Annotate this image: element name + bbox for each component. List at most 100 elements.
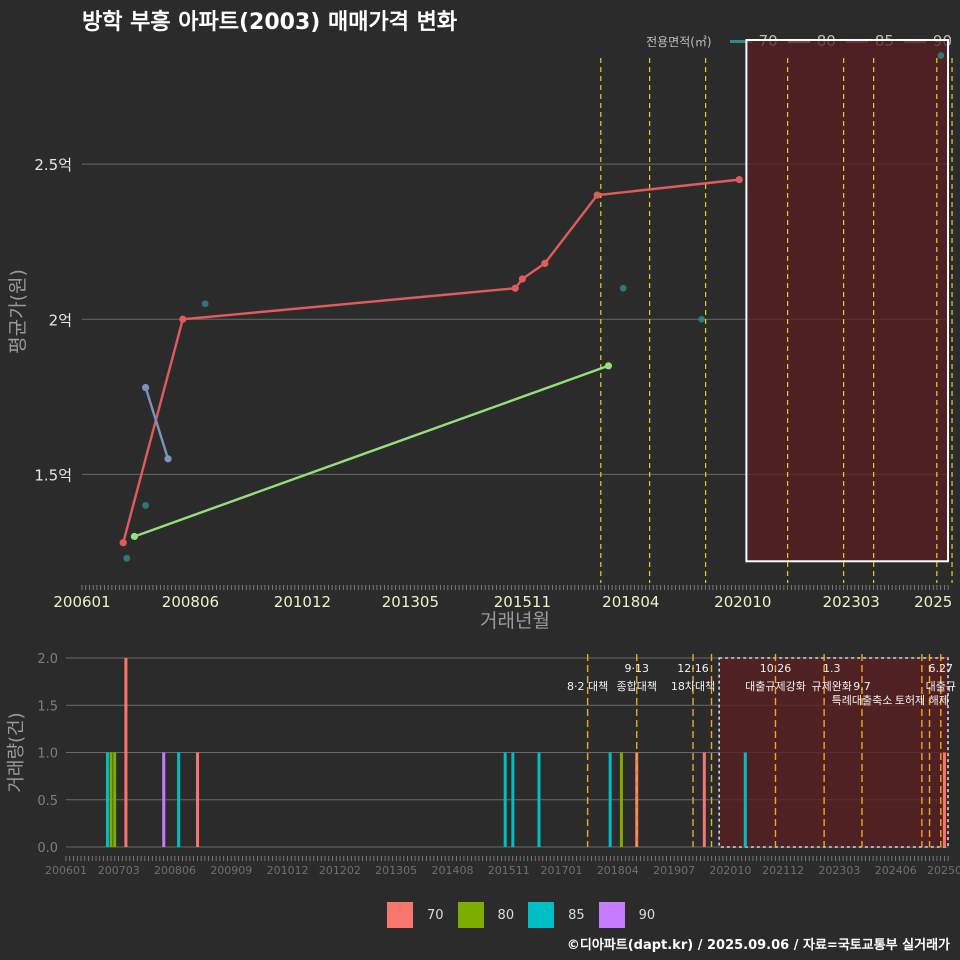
price-point-85 <box>179 315 187 323</box>
volume-annotation-date: 6.27 <box>929 662 954 675</box>
price-point-90 <box>164 455 172 463</box>
volume-bar-70 <box>702 752 706 847</box>
price-point-85 <box>735 176 743 184</box>
volume-annotation-date: 10.26 <box>760 662 792 675</box>
volume-bar-70 <box>124 658 128 847</box>
volume-legend-label-90: 90 <box>638 907 656 923</box>
volume-annotation-label: 토허제 해제 <box>895 693 949 707</box>
volume-bar-85 <box>743 752 747 847</box>
volume-y-tick-label: 1.5 <box>37 699 58 714</box>
price-x-tick-label: 202303 <box>823 593 880 611</box>
price-point-70 <box>619 284 627 292</box>
volume-x-tick-label: 200909 <box>210 864 252 877</box>
price-x-tick-label: 200601 <box>53 593 110 611</box>
price-chart: 1.5억 2억 2.5억 200601 200806 201012 201305 201511… <box>7 39 953 632</box>
volume-x-tick-label: 202010 <box>709 864 751 877</box>
volume-legend-item-70: 70 <box>387 902 444 928</box>
volume-bar-90 <box>162 752 166 847</box>
volume-legend-label-80: 80 <box>497 907 515 923</box>
volume-bar-85 <box>608 752 612 847</box>
price-point-70 <box>142 502 150 509</box>
volume-x-tick-label: 202406 <box>875 864 917 877</box>
volume-bar-80 <box>109 752 113 847</box>
price-highlight-box <box>745 39 950 563</box>
volume-legend-swatch-70 <box>387 902 413 928</box>
volume-annotation-label: 18차대책 <box>671 680 715 693</box>
volume-annotation-label: 대출규 <box>926 680 956 693</box>
volume-x-tick-label: 202112 <box>762 864 804 877</box>
volume-annotation-label: 특례대출축소 <box>832 694 893 707</box>
volume-highlight-box <box>718 657 949 848</box>
volume-x-tick-label: 201701 <box>541 864 583 877</box>
volume-annotation-label: 규제완화 <box>812 680 852 693</box>
price-x-axis-label: 거래년월 <box>480 610 550 632</box>
volume-x-tick-label: 200703 <box>98 864 140 877</box>
volume-y-tick-label: 0.5 <box>37 794 58 809</box>
volume-bar-85 <box>105 752 109 847</box>
volume-x-tick-label: 202303 <box>818 864 860 877</box>
price-point-80 <box>130 532 139 541</box>
chart-title: 방학 부흥 아파트(2003) 매매가격 변화 <box>82 10 458 35</box>
volume-legend-label-70: 70 <box>427 907 444 923</box>
price-point-85 <box>518 275 526 283</box>
volume-x-tick-label: 200601 <box>45 864 87 877</box>
volume-annotation-date: 9·13 <box>624 662 649 675</box>
volume-y-tick-label: 0.0 <box>37 841 58 856</box>
legend-swatch-70 <box>729 39 752 43</box>
volume-legend-swatch-80 <box>457 902 484 928</box>
price-point-85 <box>593 191 601 199</box>
volume-bar-85 <box>511 752 515 847</box>
volume-legend: 70 80 85 90 <box>387 901 669 929</box>
volume-bar-85 <box>503 752 507 847</box>
volume-chart: 0.0 0.5 1.0 1.5 2.0 200601 200703 200806 200909 2… <box>6 652 960 877</box>
legend-title: 전용면적(㎡) <box>646 34 712 49</box>
volume-legend-item-80: 80 <box>457 902 515 928</box>
volume-annotation-date: 1.3 <box>823 662 841 675</box>
volume-legend-swatch-85 <box>528 902 555 928</box>
volume-x-tick-label: 200806 <box>154 864 196 877</box>
volume-y-tick-label: 2.0 <box>37 652 58 667</box>
price-point-85 <box>541 259 549 268</box>
price-x-tick-label: 201305 <box>382 593 439 611</box>
price-x-tick-label: 2025 <box>914 593 952 611</box>
price-y-tick-label: 2.5억 <box>34 156 72 174</box>
volume-x-tick-label: 201305 <box>375 864 417 877</box>
price-point-85 <box>119 539 127 547</box>
price-x-tick-label: 202010 <box>714 593 771 611</box>
price-x-tick-label: 201804 <box>602 593 659 611</box>
volume-bar-85 <box>177 752 181 847</box>
volume-annotation-label: 8·2 대책 <box>567 680 608 693</box>
price-point-80 <box>604 362 613 370</box>
price-point-90 <box>142 383 150 392</box>
price-series-line-80 <box>134 364 609 538</box>
volume-annotation-date: 12·16 <box>677 662 709 675</box>
price-point-70 <box>937 52 945 59</box>
price-series-line-90 <box>144 387 170 460</box>
volume-bar-70 <box>942 752 946 847</box>
volume-legend-label-85: 85 <box>568 907 585 923</box>
volume-bar-85 <box>537 752 541 847</box>
volume-x-tick-label: 201012 <box>267 864 309 877</box>
price-point-70 <box>698 315 705 323</box>
volume-bar-80 <box>113 752 117 847</box>
price-x-tick-label: 201511 <box>494 593 551 611</box>
volume-x-tick-label: 201408 <box>431 864 473 877</box>
volume-legend-item-85: 85 <box>528 902 585 928</box>
volume-y-tick-label: 1.0 <box>37 747 58 762</box>
price-point-70 <box>201 300 209 308</box>
price-y-tick-label: 1.5억 <box>34 466 72 484</box>
volume-x-tick-label: 201907 <box>653 864 695 877</box>
source-footer: ©디아파트(dapt.kr) / 2025.09.06 / 자료=국토교통부 실… <box>566 938 950 953</box>
volume-legend-item-90: 90 <box>598 902 656 928</box>
price-point-85 <box>511 284 519 292</box>
volume-annotation-label: 대출규제강화 <box>745 680 806 693</box>
volume-bar-80 <box>619 752 623 847</box>
price-point-70 <box>123 554 131 562</box>
volume-x-tick-label: 201804 <box>597 864 639 877</box>
price-x-tick-label: 201012 <box>274 593 331 611</box>
volume-legend-swatch-90 <box>598 902 625 928</box>
price-series-line-85 <box>122 178 740 543</box>
volume-annotation-label: 종합대책 <box>616 680 656 693</box>
